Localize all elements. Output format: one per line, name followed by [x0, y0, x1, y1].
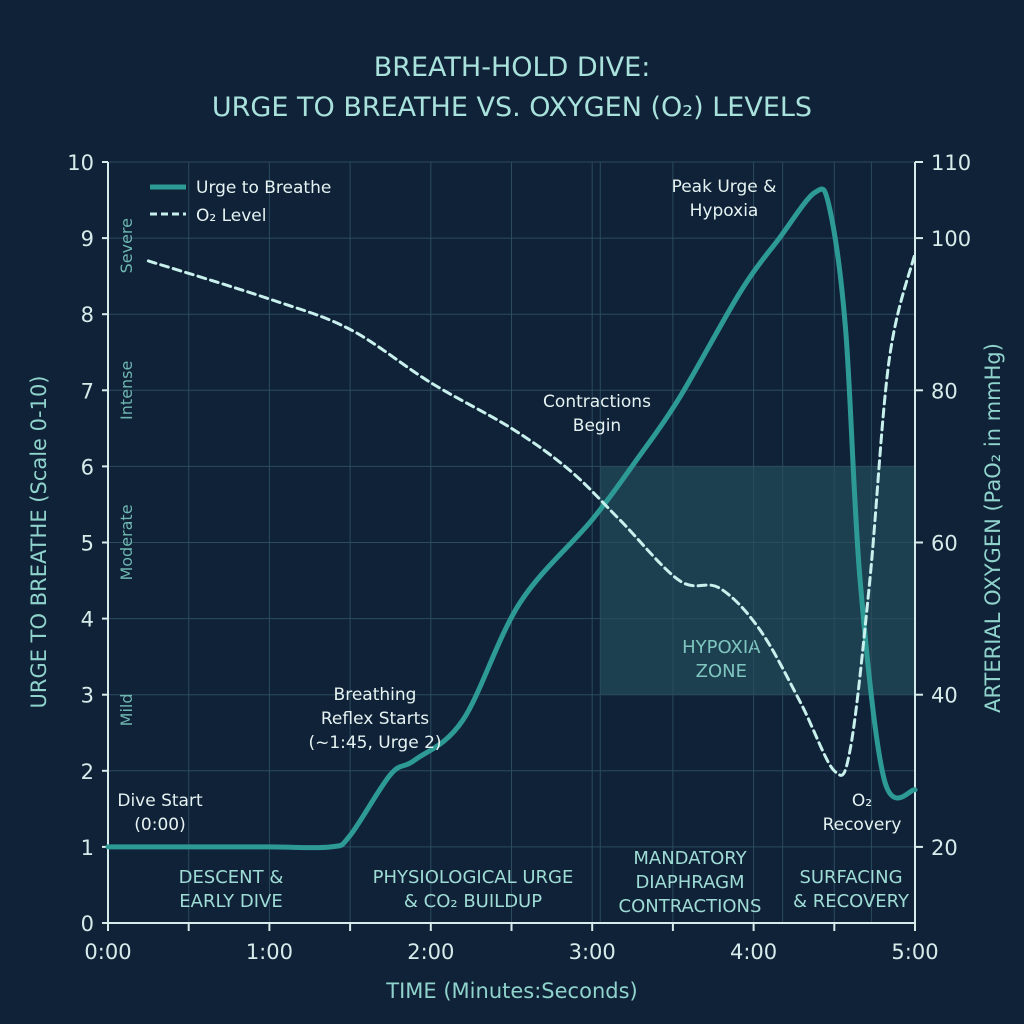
annotation-label: O₂: [852, 791, 872, 811]
legend-o2-label: O₂ Level: [196, 206, 266, 226]
y-right-tick-label: 60: [931, 532, 958, 556]
annotation-label: Recovery: [823, 815, 902, 835]
y-left-tick-label: 2: [81, 760, 94, 784]
phase-label: SURFACING: [799, 867, 902, 888]
severity-label: Mild: [117, 693, 136, 726]
y-right-tick-label: 20: [931, 836, 958, 860]
hypoxia-zone-label: ZONE: [696, 661, 747, 682]
x-tick-label: 5:00: [891, 940, 938, 964]
annotation-label: Begin: [573, 416, 621, 436]
x-axis-label: TIME (Minutes:Seconds): [385, 979, 637, 1003]
severity-label: Intense: [117, 361, 136, 420]
phase-label: DESCENT &: [179, 867, 284, 888]
x-tick-label: 3:00: [569, 940, 616, 964]
annotation-label: Breathing: [334, 685, 417, 705]
y-left-tick-label: 4: [81, 608, 94, 632]
legend: Urge to Breathe O₂ Level: [150, 178, 331, 226]
y-left-tick-label: 8: [81, 303, 94, 327]
y-left-tick-label: 1: [81, 836, 94, 860]
y-right-tick-label: 80: [931, 379, 958, 403]
y-left-tick-label: 7: [81, 379, 94, 403]
y-left-tick-label: 9: [81, 227, 94, 251]
y-axis-right-label: ARTERIAL OXYGEN (PaO₂ in mmHg): [981, 343, 1005, 713]
y-left-tick-label: 6: [81, 455, 94, 479]
y-right-tick-label: 40: [931, 684, 958, 708]
annotation-label: (~1:45, Urge 2): [308, 733, 441, 753]
x-tick-label: 4:00: [730, 940, 777, 964]
phase-label: CONTRACTIONS: [619, 896, 762, 917]
phase-label: & CO₂ BUILDUP: [404, 891, 542, 912]
hypoxia-zone-label: HYPOXIA: [682, 637, 761, 658]
annotation-label: Contractions: [543, 392, 651, 412]
y-right-tick-label: 100: [931, 227, 971, 251]
y-left-tick-label: 10: [67, 151, 94, 175]
o2-level-line: [146, 251, 917, 777]
annotation-label: Dive Start: [117, 791, 203, 811]
y-left-tick-label: 0: [81, 912, 94, 936]
phase-label: EARLY DIVE: [179, 891, 282, 912]
phase-label: MANDATORY: [633, 848, 747, 869]
legend-urge-label: Urge to Breathe: [196, 178, 331, 198]
labels-layer: Dive Start (0:00) Breathing Reflex Starts (~…: [117, 177, 910, 917]
y-right-tick-label: 110: [931, 151, 971, 175]
urge-to-breathe-line: [105, 186, 918, 851]
annotation-label: Peak Urge &: [672, 177, 777, 197]
x-tick-label: 0:00: [84, 940, 131, 964]
chart-title-line-1: BREATH-HOLD DIVE:: [374, 52, 651, 83]
phase-label: DIAPHRAGM: [635, 872, 744, 893]
y-left-tick-label: 5: [81, 532, 94, 556]
annotation-label: (0:00): [134, 815, 185, 835]
x-tick-label: 1:00: [246, 940, 293, 964]
severity-label: Moderate: [117, 504, 136, 580]
grid: [108, 161, 915, 924]
annotation-label: Hypoxia: [690, 201, 759, 221]
axes: 0 1 2 3 4 5 6 7 8 9 10 20 40 60 80 100 110 0:00 1:00 2:00 3:…: [67, 151, 971, 964]
severity-label: Severe: [117, 218, 136, 273]
chart-title-line-2: URGE TO BREATHE VS. OXYGEN (O₂) LEVELS: [212, 92, 812, 123]
x-tick-label: 2:00: [407, 940, 454, 964]
y-left-tick-label: 3: [81, 684, 94, 708]
phase-label: PHYSIOLOGICAL URGE: [373, 867, 574, 888]
phase-label: & RECOVERY: [793, 891, 910, 912]
series-layer: [105, 186, 918, 851]
y-axis-left-label: URGE TO BREATHE (Scale 0-10): [27, 376, 51, 709]
annotation-label: Reflex Starts: [321, 709, 429, 729]
